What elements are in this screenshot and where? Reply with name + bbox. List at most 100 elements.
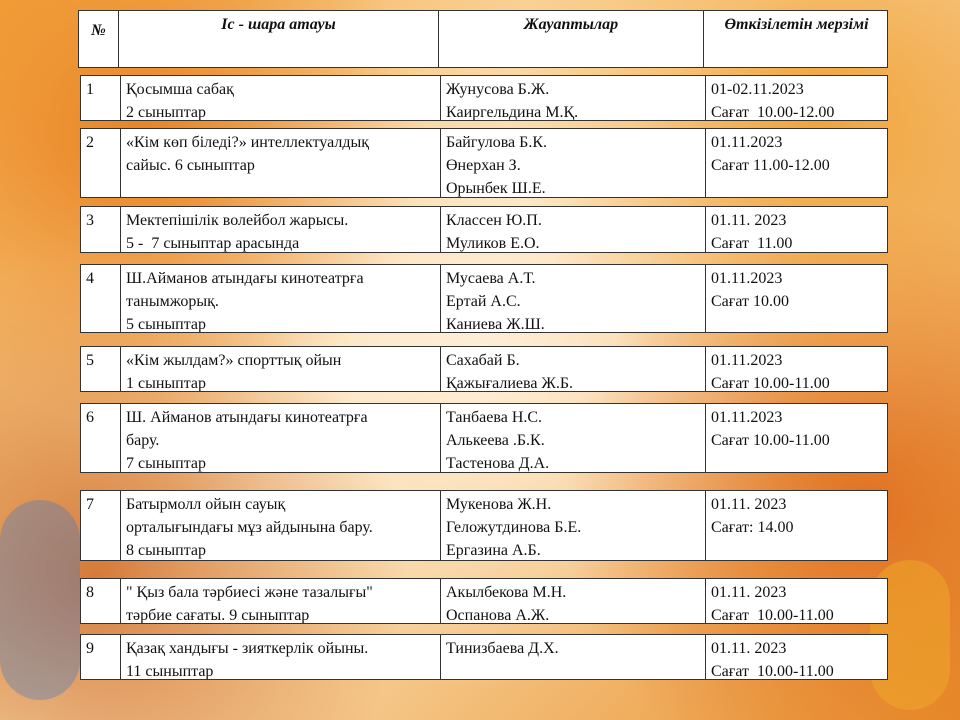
responsible-line: Алькеева .Б.К. [446,432,545,449]
header-cell: Өткізілетін мерзімі [724,16,869,33]
date-line: 01.11. 2023 [711,584,787,601]
date-line: 01.11.2023 [711,270,783,287]
responsible-line: Сахабай Б. [446,352,520,369]
table-row: 5 «Кім жылдам?» спорттық ойын 1 сыныптар Са… [80,346,888,392]
event-line: Мектепішілік волейбол жарысы. [126,212,349,229]
event-cell: Ш. Айманов атындағы кинотеатрға бару. 7 сы… [121,404,441,472]
event-line: танымжорық. [126,293,219,310]
event-line: «Кім көп біледі?» интеллектуалдық [126,134,370,151]
responsible-line: Мукенова Ж.Н. [446,496,552,513]
responsible-line: Өнерхан З. [446,157,521,174]
responsible-cell: Байгулова Б.К. Өнерхан З. Орынбек Ш.Е. [441,129,706,197]
event-line: тәрбие сағаты. 9 сыныптар [126,607,310,623]
responsible-line: Оспанова А.Ж. [446,607,550,623]
date-line: 01.11. 2023 [711,496,787,513]
responsible-cell: Мукенова Ж.Н. Геложутдинова Б.Е. Ергазина … [441,491,706,560]
event-line: бару. [126,432,160,449]
responsible-cell: Тинизбаева Д.Х. [441,635,706,679]
responsible-line: Танбаева Н.С. [446,409,543,426]
date-cell: 01.11.2023 Сағат 10.00-11.00 [706,404,891,472]
date-line: 01.11. 2023 [711,212,787,229]
event-cell: " Қыз бала тәрбиесі және тазалығы" тәрбие… [121,579,441,623]
table-row: 1 Қосымша сабақ 2 сыныптар Жунусова Б.Ж. Каи… [80,75,888,121]
event-cell: Қосымша сабақ 2 сыныптар [121,76,441,120]
responsible-cell: Мусаева А.Т. Ертай А.С. Каниева Ж.Ш. [441,265,706,332]
table-row: 3 Мектепішілік волейбол жарысы. 5 - 7 сыны… [80,206,888,253]
event-line: орталығындағы мұз айдынына бару. [126,519,373,536]
responsible-line: Муликов Е.О. [446,235,540,252]
event-line: 5 сыныптар [126,316,207,332]
number-cell: 4 [81,265,121,332]
date-line: Сағат 10.00-12.00 [711,104,835,120]
responsible-line: Каниева Ж.Ш. [446,316,545,332]
responsible-line: Жунусова Б.Ж. [446,81,550,98]
date-line: 01.11.2023 [711,134,783,151]
date-line: Сағат 10.00-11.00 [711,607,834,623]
date-line: Сағат 10.00 [711,293,790,310]
date-line: Сағат 10.00-11.00 [711,375,830,391]
date-cell: 01-02.11.2023 Сағат 10.00-12.00 [706,76,891,120]
number-cell: 9 [81,635,121,679]
event-line: Батырмолл ойын сауық [126,496,286,513]
table-row: 6 Ш. Айманов атындағы кинотеатрға бару. 7 с… [80,403,888,473]
date-line: Сағат 10.00-11.00 [711,663,834,679]
number-cell: 6 [81,404,121,472]
event-line: Қазақ хандығы - зияткерлік ойыны. [126,640,369,657]
event-cell: Батырмолл ойын сауық орталығындағы мұз ай… [121,491,441,560]
number-cell: 7 [81,491,121,560]
responsible-line: Геложутдинова Б.Е. [446,519,582,536]
responsible-cell: Жунусова Б.Ж. Каиргельдина М.Қ. [441,76,706,120]
date-line: Сағат: 14.00 [711,519,794,536]
responsible-line: Акылбекова М.Н. [446,584,567,601]
responsible-cell: Акылбекова М.Н. Оспанова А.Ж. [441,579,706,623]
table-row: 4 Ш.Айманов атындағы кинотеатрға танымжоры… [80,264,888,333]
number-cell: 3 [81,207,121,252]
date-cell: 01.11. 2023 Сағат 10.00-11.00 [706,635,891,679]
date-cell: 01.11.2023 Сағат 10.00 [706,265,891,332]
date-line: Сағат 11.00 [711,235,793,252]
responsible-line: Тастенова Д.А. [446,455,550,472]
responsible-line: Ертай А.С. [446,293,521,310]
event-cell: «Кім жылдам?» спорттық ойын 1 сыныптар [121,347,441,391]
event-line: 2 сыныптар [126,104,207,120]
event-line: 5 - 7 сыныптар арасында [126,235,300,252]
date-line: Сағат 10.00-11.00 [711,432,830,449]
date-line: 01-02.11.2023 [711,81,804,98]
number-cell: 1 [81,76,121,120]
header-row: № Іс - шара атауы Жауаптылар Өткізілетін ме… [78,10,888,68]
responsible-line: Тинизбаева Д.Х. [446,640,559,657]
number-cell: 5 [81,347,121,391]
header-cell: № [79,11,119,67]
responsible-line: Байгулова Б.К. [446,134,547,151]
event-line: 1 сыныптар [126,375,207,391]
responsible-cell: Классен Ю.П. Муликов Е.О. [441,207,706,252]
event-cell: Ш.Айманов атындағы кинотеатрға танымжорық… [121,265,441,332]
event-line: " Қыз бала тәрбиесі және тазалығы" [126,584,373,601]
event-line: «Кім жылдам?» спорттық ойын [126,352,342,369]
number-cell: 8 [81,579,121,623]
responsible-cell: Танбаева Н.С. Алькеева .Б.К. Тастенова Д.А… [441,404,706,472]
date-line: 01.11.2023 [711,352,783,369]
event-line: 8 сыныптар [126,542,207,559]
event-line: Қосымша сабақ [126,81,234,98]
date-line: Сағат 11.00-12.00 [711,157,830,174]
event-line: Ш.Айманов атындағы кинотеатрға [126,270,364,287]
event-line: Ш. Айманов атындағы кинотеатрға [126,409,368,426]
responsible-cell: Сахабай Б. Қажығалиева Ж.Б. [441,347,706,391]
event-cell: Мектепішілік волейбол жарысы. 5 - 7 сынып… [121,207,441,252]
responsible-line: Каиргельдина М.Қ. [446,104,579,120]
date-cell: 01.11.2023 Сағат 10.00-11.00 [706,347,891,391]
responsible-line: Қажығалиева Ж.Б. [446,375,573,391]
event-line: сайыс. 6 сыныптар [126,157,255,174]
header-cell: Жауаптылар [439,11,704,67]
number-cell: 2 [81,129,121,197]
date-cell: 01.11. 2023 Сағат: 14.00 [706,491,891,560]
event-cell: «Кім көп біледі?» интеллектуалдық сайыс. … [121,129,441,197]
responsible-line: Орынбек Ш.Е. [446,180,546,197]
responsible-line: Мусаева А.Т. [446,270,536,287]
responsible-line: Классен Ю.П. [446,212,542,229]
table-row: 8 " Қыз бала тәрбиесі және тазалығы" тәрби… [80,578,888,624]
date-line: 01.11. 2023 [711,640,787,657]
decoration [0,500,80,700]
event-line: 11 сыныптар [126,663,214,679]
